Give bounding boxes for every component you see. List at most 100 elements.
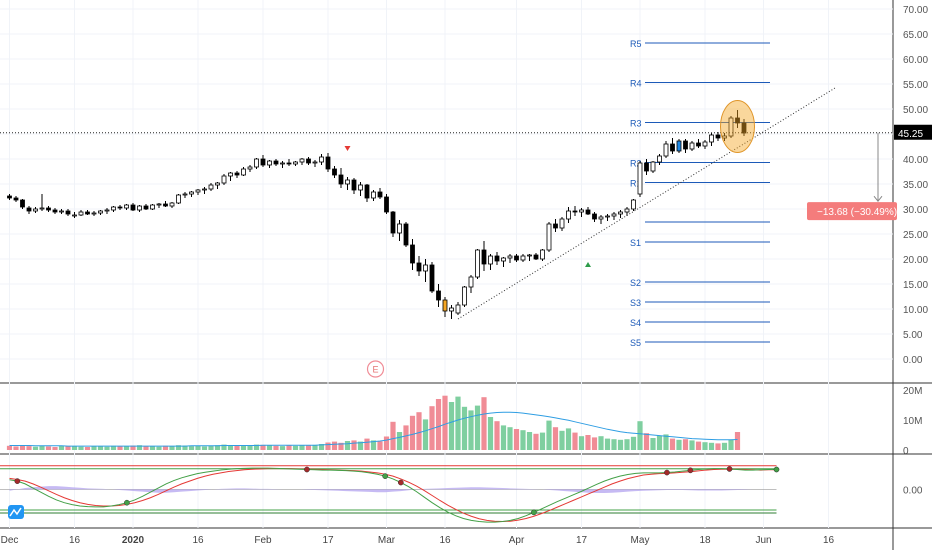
candle-body [286,162,292,165]
price-tick-label: 35.00 [903,180,928,191]
volume-tick-label: 10M [903,416,922,427]
measure-label-box [807,202,897,221]
candle-body [715,134,721,139]
time-tick-label: May [631,535,650,546]
volume-bar [149,446,156,450]
measure-arrowhead [873,195,883,202]
candle-body [46,207,51,211]
volume-tick-label: 20M [903,386,922,397]
pivot-label: S4 [630,318,641,328]
pivot-label: R5 [630,39,642,49]
volume-bar [104,446,110,450]
candle-body [670,143,675,152]
candle-body [709,134,714,143]
volume-pane [6,395,741,450]
candle-body [215,182,220,186]
pivot-label: S1 [630,238,641,248]
candle-body [514,255,519,261]
oscillator-cross-marker [773,466,780,473]
volume-bar [565,428,572,450]
price-tick-label: 70.00 [903,5,928,16]
volume-bar [182,445,188,450]
volume-bar [253,444,260,450]
volume-bar [97,446,104,450]
volume-bar [78,446,84,450]
candle-body [553,223,558,229]
volume-bar [318,444,325,450]
candle-body [325,156,331,170]
volume-bar [214,445,221,450]
logo [8,505,24,519]
volume-bar [91,446,97,450]
volume-bar [422,419,429,450]
candle-body [611,213,617,217]
candle-body [429,264,435,292]
volume-bar [162,445,169,450]
candle-body [390,211,396,234]
candle-body [85,211,90,215]
candle-body [345,179,350,185]
volume-bar [45,446,52,450]
candle-body [416,262,422,272]
volume-bar [344,441,351,450]
candle-body [195,189,201,193]
candle-body [33,208,38,212]
candle-body [182,193,188,196]
volume-bar [526,432,533,450]
volume-bar [682,439,689,450]
candle-body [644,162,649,172]
volume-bar [715,443,721,450]
candle-body [293,161,298,165]
candle-body [618,211,623,215]
volume-bar [39,445,45,450]
candle-body [221,175,227,184]
oscillator-cross-marker [664,469,670,476]
candle-body [598,216,604,220]
up-arrow-marker [585,262,591,267]
price-tick-label: 5.00 [903,330,923,341]
pivot-levels: R5 R4 R3 R2 R1 S1 S2 S3 S4 S5 [630,39,770,348]
oscillator-cross-marker [124,499,130,506]
candle-body [52,209,58,213]
candle-body [91,212,97,215]
time-tick-label: Jun [755,535,771,546]
volume-bar [448,402,455,450]
volume-bar [357,441,364,450]
volume-bar [455,396,461,450]
volume-bar [240,445,247,450]
volume-bar [117,446,123,450]
volume-bar [175,445,182,450]
time-tick-label: 18 [699,535,711,546]
candle-body [507,255,513,259]
volume-bar [390,421,396,450]
price-tick-label: 15.00 [903,280,928,291]
candle-body [78,211,84,216]
volume-ma-line [9,411,738,447]
volume-bar [84,447,91,450]
candle-body [488,255,493,265]
candle-body [59,210,64,213]
volume-bar [663,434,669,450]
candle-body [338,174,344,185]
volume-bar [299,445,305,450]
candle-body [624,208,630,213]
candle-body [468,276,474,288]
candle-body [124,204,129,209]
candle-body [371,191,376,199]
volume-bar [461,406,468,450]
oscillator-cross-marker [687,467,694,474]
volume-bar [702,442,708,450]
candle-body [722,135,727,139]
oscillator-slow-line [9,468,777,523]
volume-bar [487,417,494,450]
volume-bar [650,438,656,450]
candle-body [72,214,77,217]
volume-bar [500,425,507,450]
volume-bar [442,395,448,450]
candle-body [436,290,441,301]
volume-bar [643,433,650,450]
volume-bar [325,442,331,450]
volume-bar [227,445,234,450]
